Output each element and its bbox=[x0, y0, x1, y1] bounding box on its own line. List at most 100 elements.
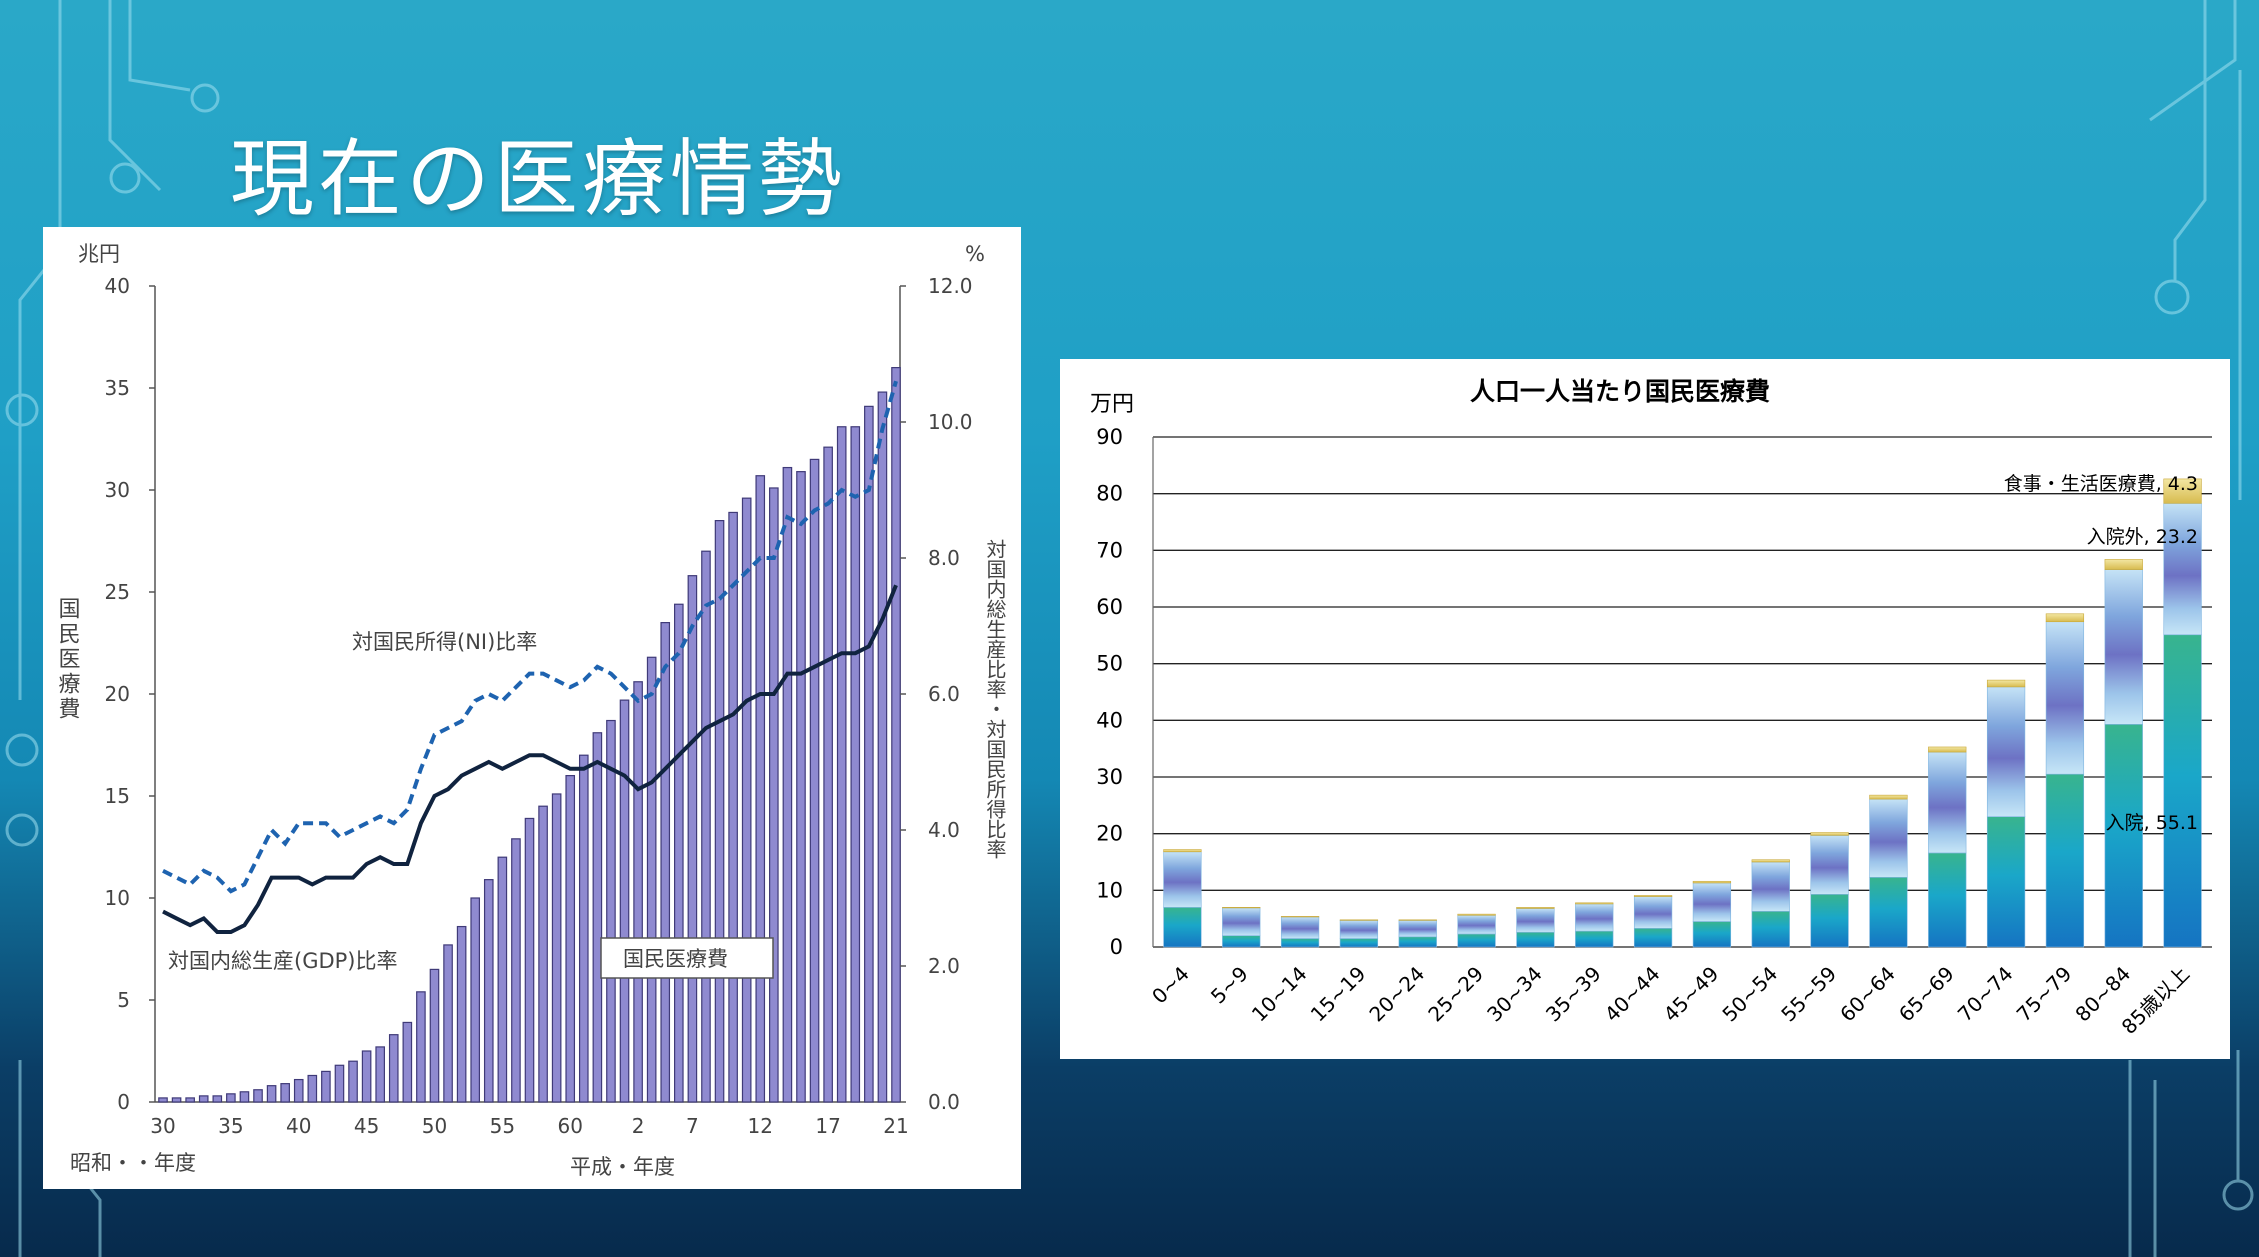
expense-bar bbox=[578, 754, 589, 1103]
x-tick-label: 75~79 bbox=[2012, 962, 2077, 1027]
outpatient-segment bbox=[2163, 503, 2202, 636]
y-tick-label: 50 bbox=[1096, 652, 1123, 676]
food-segment bbox=[1751, 859, 1790, 863]
right-tick-label: 8.0 bbox=[928, 546, 960, 570]
expense-bar bbox=[171, 1097, 182, 1103]
right-chart-grid bbox=[1152, 436, 2212, 948]
x-tick-label: 40~44 bbox=[1600, 962, 1665, 1027]
expense-bar bbox=[402, 1021, 413, 1103]
food-segment bbox=[1869, 794, 1908, 800]
x-tick-label: 15~19 bbox=[1306, 962, 1371, 1027]
expense-bar bbox=[239, 1091, 250, 1103]
expense-bar bbox=[633, 681, 643, 1103]
expense-bar bbox=[592, 732, 603, 1103]
outpatient-segment bbox=[1986, 686, 2026, 817]
x-tick-label: 2 bbox=[632, 1114, 645, 1138]
expense-bar bbox=[511, 838, 521, 1103]
x-tick-label: 12 bbox=[748, 1114, 773, 1138]
expense-bar bbox=[565, 774, 576, 1103]
y-tick-label: 40 bbox=[1096, 708, 1123, 732]
gdp-ratio-line bbox=[162, 584, 898, 934]
expense-bar bbox=[524, 817, 535, 1103]
food-segment bbox=[2045, 613, 2085, 623]
inpatient-segment bbox=[1575, 930, 1614, 948]
expense-bar bbox=[361, 1050, 372, 1103]
outpatient-segment bbox=[1633, 896, 1673, 929]
food-segment bbox=[1163, 849, 1202, 853]
expense-bar bbox=[429, 968, 440, 1103]
x-tick-label: 7 bbox=[686, 1114, 699, 1138]
inpatient-segment bbox=[1398, 936, 1437, 948]
y-tick-label: 10 bbox=[1096, 878, 1123, 902]
ni-ratio-line bbox=[162, 380, 898, 894]
food-segment bbox=[1986, 679, 2026, 688]
x-tick-label: 5~9 bbox=[1206, 962, 1253, 1009]
outpatient-segment bbox=[2045, 621, 2085, 775]
inpatient-segment bbox=[2163, 634, 2202, 948]
right-tick-label: 10.0 bbox=[928, 410, 973, 434]
bars-legend-box bbox=[600, 937, 774, 979]
expense-bar bbox=[891, 367, 901, 1103]
x-tick-label: 45 bbox=[354, 1114, 379, 1138]
expense-bar bbox=[687, 575, 698, 1103]
expense-bar bbox=[443, 944, 453, 1103]
x-tick-label: 0~4 bbox=[1147, 962, 1194, 1009]
food-segment bbox=[2104, 559, 2143, 570]
food-segment bbox=[1280, 916, 1320, 918]
expense-bar bbox=[226, 1093, 236, 1103]
expense-bar bbox=[185, 1097, 195, 1103]
food-segment bbox=[1222, 907, 1261, 909]
x-tick-label: 21 bbox=[883, 1114, 908, 1138]
x-tick-label: 17 bbox=[815, 1114, 840, 1138]
x-tick-label: 35~39 bbox=[1541, 962, 1606, 1027]
outpatient-segment bbox=[1398, 920, 1437, 938]
expense-bar bbox=[619, 699, 630, 1103]
expense-bar bbox=[674, 603, 684, 1103]
outpatient-segment bbox=[2104, 569, 2143, 725]
right-axis-title: 対国内総生産比率・対国民所得比率 bbox=[983, 539, 1007, 859]
inpatient-segment bbox=[1457, 933, 1496, 948]
food-segment bbox=[2163, 478, 2202, 504]
slide-title: 現在の医療情勢 bbox=[230, 130, 847, 228]
outpatient-segment bbox=[1339, 920, 1379, 939]
right-tick-label: 6.0 bbox=[928, 682, 960, 706]
inpatient-segment bbox=[1163, 907, 1202, 948]
inpatient-segment bbox=[1810, 893, 1849, 948]
right-unit-label: 万円 bbox=[1090, 392, 1134, 417]
y-tick-label: 80 bbox=[1096, 482, 1123, 506]
food-segment bbox=[1516, 907, 1555, 909]
food-segment bbox=[1339, 919, 1379, 921]
y-tick-label: 60 bbox=[1096, 595, 1123, 619]
expense-bar bbox=[755, 475, 766, 1103]
left-tick-label: 0 bbox=[117, 1090, 130, 1114]
x-tick-label: 60 bbox=[557, 1114, 582, 1138]
expense-bar bbox=[646, 656, 657, 1103]
left-chart-svg: 0 5 10 15 20 25 30 35 40 0.0 2.0 4.0 6.0 8.0 10.0 12.0 3… bbox=[55, 242, 1008, 1179]
inpatient-segment bbox=[1280, 938, 1320, 948]
x-tick-label: 20~24 bbox=[1364, 962, 1429, 1027]
left-chart-ticks: 0 5 10 15 20 25 30 35 40 0.0 2.0 4.0 6.0 8.0 10.0 12.0 3… bbox=[105, 274, 973, 1138]
x-tick-label: 30 bbox=[150, 1114, 175, 1138]
expense-bar bbox=[551, 793, 562, 1103]
inpatient-segment bbox=[2104, 723, 2143, 948]
outpatient-segment bbox=[1751, 861, 1790, 912]
expense-bar bbox=[877, 391, 888, 1103]
annotation-inpatient: 入院, 55.1 bbox=[2106, 812, 2198, 834]
right-chart-svg: 0 10 20 30 40 50 60 70 80 90 0~4 5~910~1415~1920~24… bbox=[1090, 377, 2212, 1039]
gdp-ratio-label: 対国内総生産(GDP)比率 bbox=[168, 949, 398, 973]
annotation-outpatient: 入院外, 23.2 bbox=[2087, 526, 2198, 548]
expense-bar bbox=[864, 405, 874, 1103]
x-tick-label: 10~14 bbox=[1247, 962, 1312, 1027]
inpatient-segment bbox=[1869, 876, 1908, 948]
food-segment bbox=[1575, 902, 1614, 905]
inpatient-segment bbox=[1222, 935, 1261, 948]
expense-bar bbox=[334, 1064, 345, 1103]
left-tick-label: 10 bbox=[105, 886, 130, 910]
expense-bar bbox=[728, 511, 738, 1103]
expense-bar bbox=[483, 879, 494, 1103]
left-tick-label: 35 bbox=[105, 376, 130, 400]
expense-bar bbox=[198, 1095, 209, 1103]
outpatient-segment bbox=[1163, 851, 1202, 908]
inpatient-segment bbox=[1692, 921, 1732, 948]
food-segment bbox=[1633, 895, 1673, 897]
